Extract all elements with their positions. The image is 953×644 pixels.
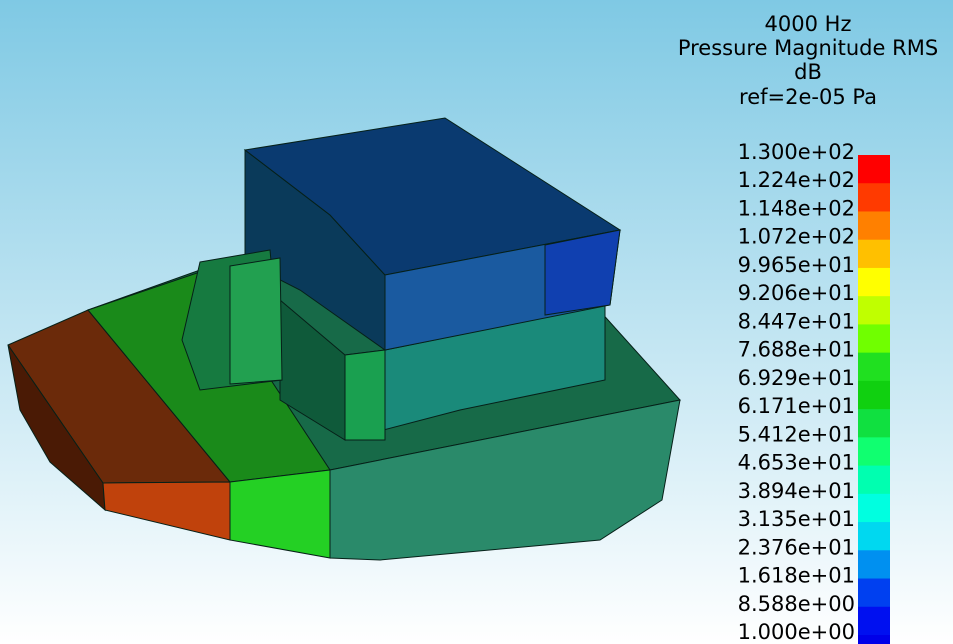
color-band xyxy=(858,550,890,580)
color-bar-label: 1.072e+02 xyxy=(738,225,855,249)
color-band xyxy=(858,493,890,523)
color-bar-label: 7.688e+01 xyxy=(738,338,855,362)
color-bar-label: 5.412e+01 xyxy=(738,422,855,446)
color-bar-label: 9.965e+01 xyxy=(738,253,855,277)
color-bar-label: 1.224e+02 xyxy=(738,168,855,192)
block-corner xyxy=(344,349,386,441)
color-bar-label: 8.588e+00 xyxy=(738,592,855,616)
color-band xyxy=(858,183,890,212)
color-bar-label: 3.135e+01 xyxy=(738,507,855,531)
legend-title: ref=2e-05 Pa xyxy=(739,85,877,109)
color-band xyxy=(858,296,890,325)
color-bar-label: 3.894e+01 xyxy=(738,479,855,503)
color-bar-label: 4.653e+01 xyxy=(738,451,855,475)
color-bar-label: 1.618e+01 xyxy=(738,564,855,588)
color-bar-label: 6.171e+01 xyxy=(738,394,855,418)
color-band xyxy=(858,155,890,184)
hull-side xyxy=(329,399,681,561)
legend: 4000 Hz Pressure Magnitude RMS dB ref=2e… xyxy=(678,12,938,644)
color-band xyxy=(858,239,890,269)
color-bar-label: 2.376e+01 xyxy=(738,535,855,559)
color-bar-label: 1.000e+00 xyxy=(738,620,855,644)
color-bar-label: 1.148e+02 xyxy=(738,196,855,220)
color-band xyxy=(858,635,890,644)
color-bar-label: 9.206e+01 xyxy=(738,281,855,305)
legend-title: Pressure Magnitude RMS xyxy=(678,36,938,60)
color-band xyxy=(858,380,890,410)
color-bar-labels: 1.300e+02 1.224e+02 1.148e+02 1.072e+02 9.96… xyxy=(738,140,855,644)
color-bar-label: 8.447e+01 xyxy=(738,309,855,333)
color-bar-label: 6.929e+01 xyxy=(738,366,855,390)
mast-front xyxy=(229,257,283,385)
cabin-front-right xyxy=(544,229,621,316)
color-band xyxy=(858,522,890,551)
color-band xyxy=(858,465,890,495)
color-band xyxy=(858,437,890,467)
legend-title: 4000 Hz xyxy=(765,12,852,36)
color-band xyxy=(858,578,890,608)
color-band xyxy=(858,352,890,382)
color-band xyxy=(858,606,890,636)
color-band xyxy=(858,267,890,297)
model xyxy=(7,117,681,561)
color-band xyxy=(858,409,890,438)
color-bar xyxy=(858,155,890,644)
color-band xyxy=(858,324,890,354)
bow-side xyxy=(7,344,106,512)
legend-title: dB xyxy=(794,60,822,84)
color-band xyxy=(858,211,890,241)
color-bar-label: 1.300e+02 xyxy=(738,140,855,164)
